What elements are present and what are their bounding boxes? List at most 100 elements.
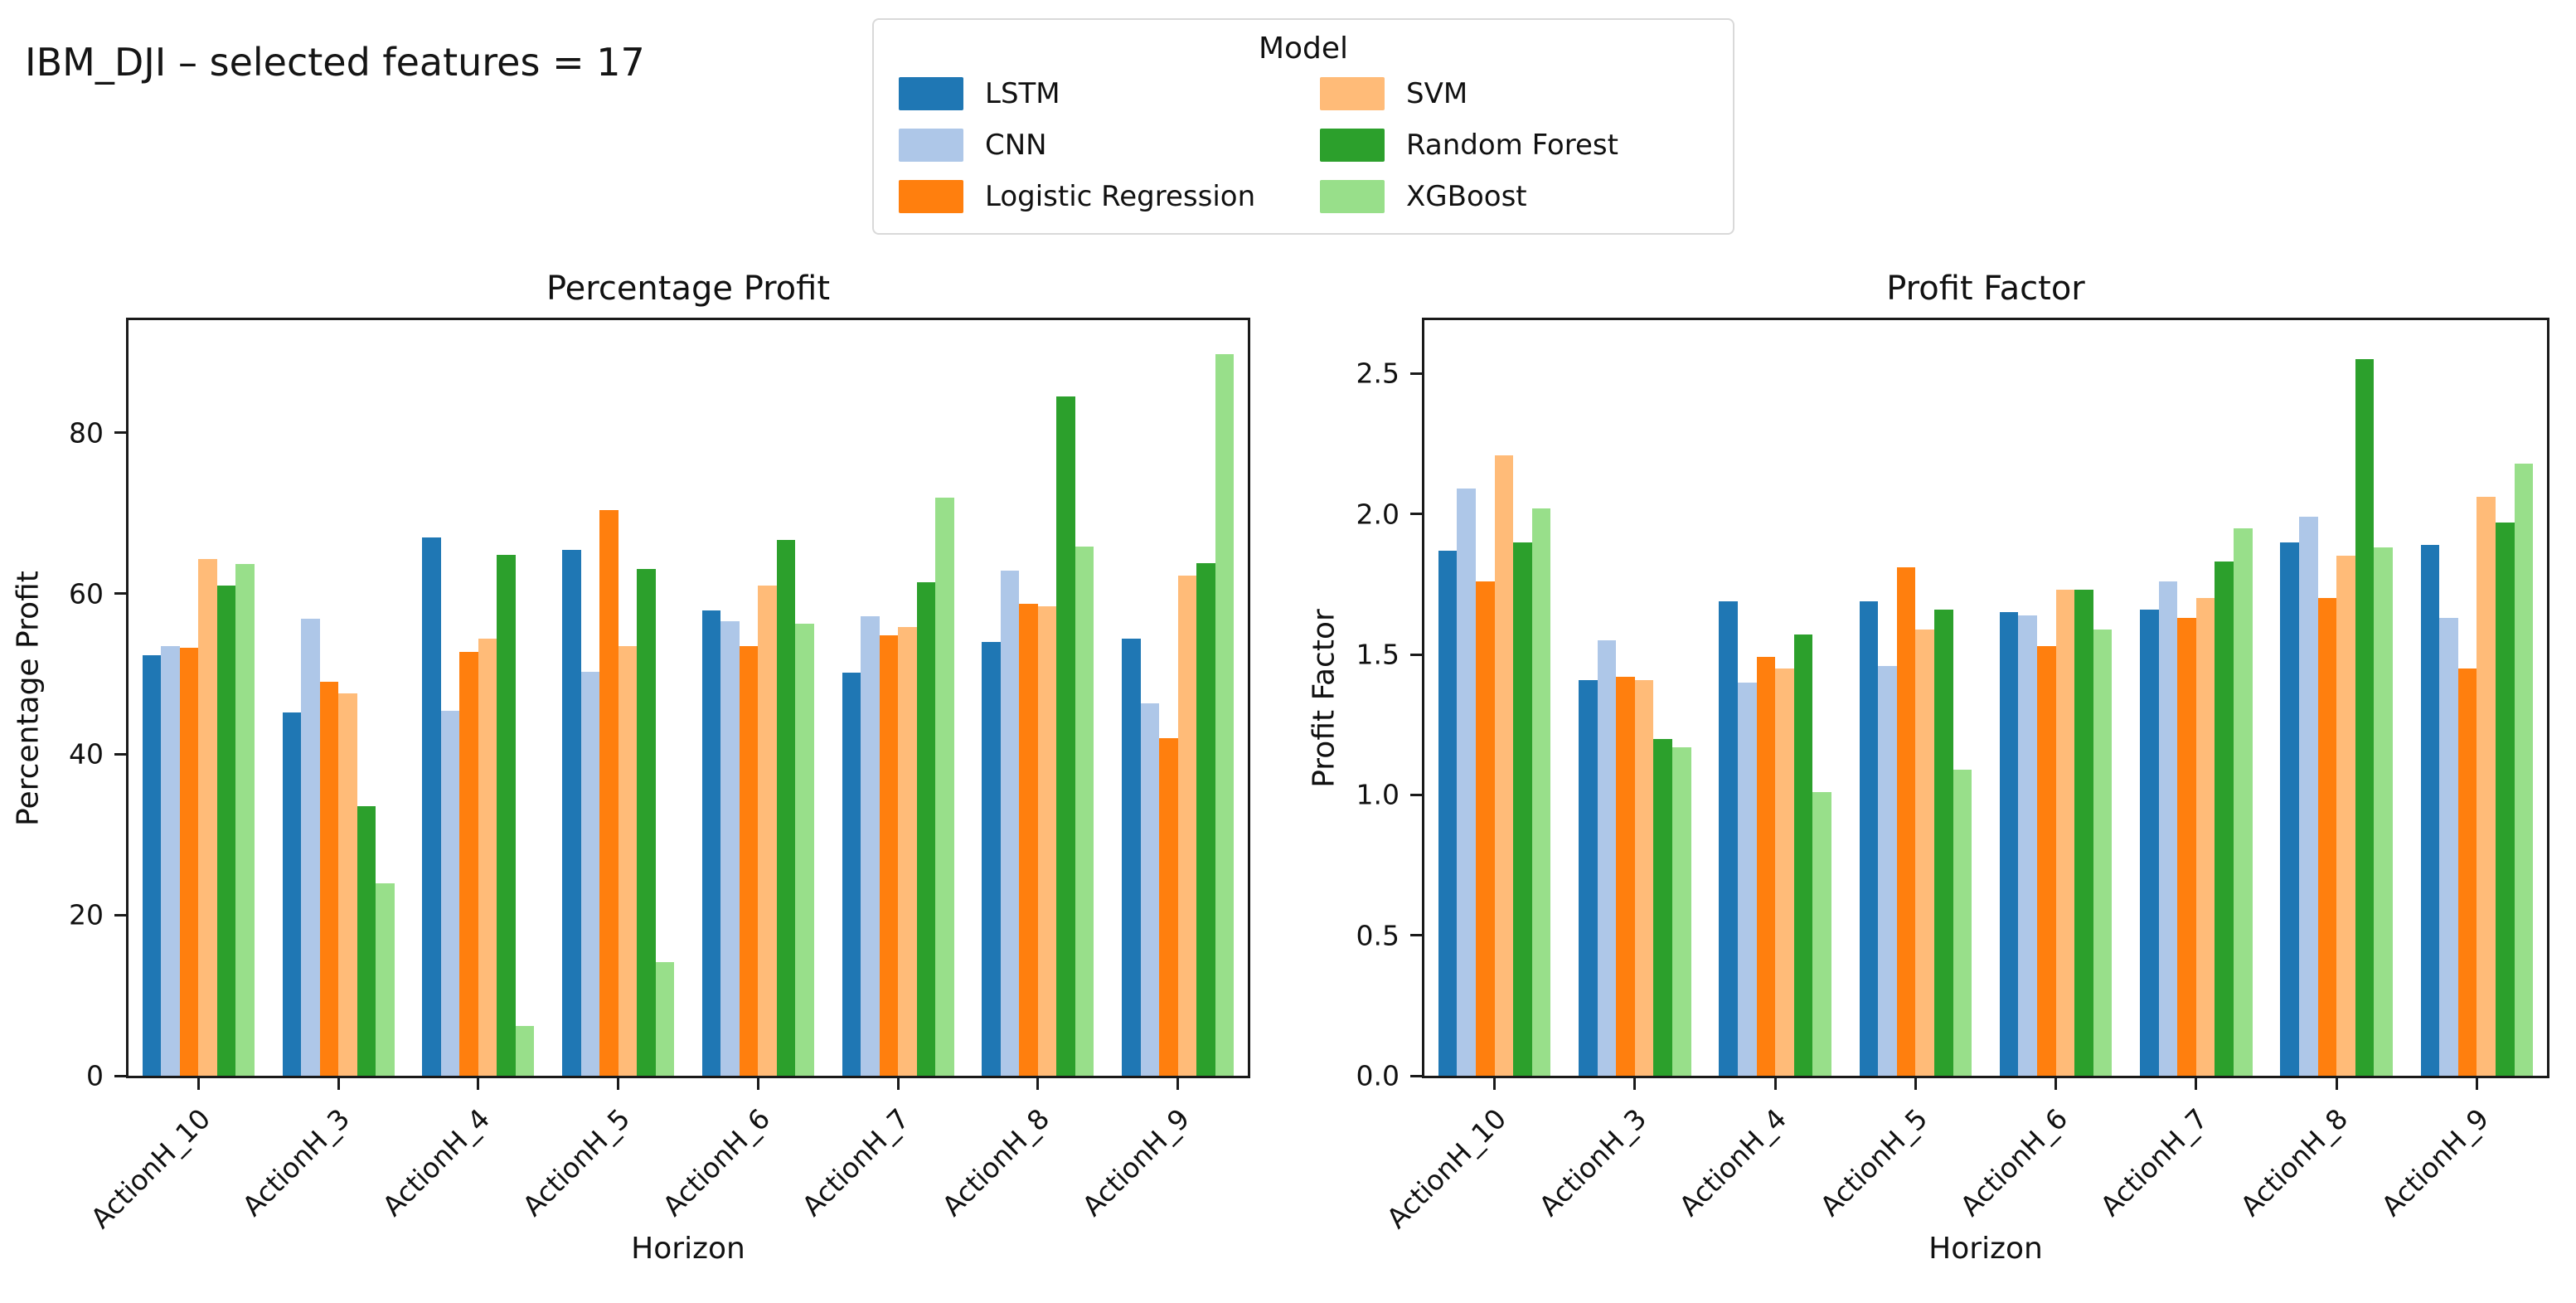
bar [319, 682, 339, 1076]
bar [2514, 463, 2534, 1076]
x-tick-label-text: ActionH_4 [1672, 1102, 1793, 1223]
bar [216, 585, 236, 1076]
y-tick-label: 60 [69, 577, 104, 610]
bar [795, 624, 814, 1076]
legend-grid: LSTM CNN Logistic Regression SVM Random Fore… [899, 77, 1708, 213]
bar [637, 569, 656, 1076]
bar [198, 558, 217, 1076]
bar [1756, 657, 1776, 1076]
y-tick-mark [1410, 934, 1422, 937]
bar [2374, 547, 2393, 1076]
y-tick-label: 0.0 [1356, 1059, 1400, 1092]
bar [1616, 677, 1635, 1076]
bar [1859, 600, 1879, 1076]
bar [758, 585, 777, 1076]
bar [497, 555, 516, 1076]
bar [2140, 609, 2159, 1076]
legend-item: XGBoost [1320, 180, 1708, 213]
bar [376, 883, 395, 1076]
x-tick-label-text: ActionH_9 [1075, 1102, 1196, 1223]
legend-label: CNN [985, 129, 1047, 162]
y-tick-mark [1410, 513, 1422, 516]
bar [142, 655, 162, 1076]
bar [776, 539, 796, 1076]
legend-item: Random Forest [1320, 129, 1708, 162]
bar [440, 711, 460, 1076]
bar [1579, 679, 1598, 1076]
bar [2074, 590, 2093, 1076]
bar [1653, 738, 1672, 1076]
bar [1215, 353, 1235, 1076]
y-tick-mark [114, 431, 126, 435]
x-tick-label-text: ActionH_8 [2234, 1102, 2355, 1223]
x-tick-label-text: ActionH_5 [1813, 1102, 1933, 1223]
bar [1878, 665, 1897, 1076]
x-tick-mark [2195, 1078, 2198, 1090]
bar [739, 645, 759, 1076]
bar [1056, 396, 1075, 1076]
bar [357, 806, 376, 1076]
bar [2280, 542, 2299, 1076]
legend-item: LSTM [899, 77, 1287, 110]
x-tick-mark [196, 1078, 200, 1090]
xgboost-swatch-icon [1320, 180, 1385, 213]
y-tick-label: 1.0 [1356, 778, 1400, 811]
y-tick-label: 40 [69, 737, 104, 771]
x-tick-label-text: ActionH_6 [1953, 1102, 2074, 1223]
x-axis-label: Horizon [1928, 1232, 2043, 1266]
bar [1159, 737, 1178, 1076]
y-tick-mark [114, 592, 126, 595]
bar [982, 641, 1001, 1076]
y-tick-label: 0 [86, 1059, 104, 1092]
bar [599, 509, 619, 1076]
bar [459, 652, 478, 1076]
y-tick-label: 80 [69, 416, 104, 450]
bar [562, 550, 581, 1076]
y-tick-mark [114, 752, 126, 756]
x-tick-mark [1633, 1078, 1637, 1090]
y-tick-label: 20 [69, 898, 104, 931]
bar [1513, 542, 1532, 1076]
x-tick-label-text: ActionH_10 [1380, 1102, 1513, 1235]
bar [1438, 550, 1458, 1076]
bar [618, 646, 638, 1076]
bar [2355, 359, 2375, 1076]
x-tick-mark [1914, 1078, 1917, 1090]
bar [2439, 617, 2458, 1076]
x-tick-label-text: ActionH_4 [376, 1102, 497, 1223]
legend-label: SVM [1406, 77, 1468, 110]
legend-label: LSTM [985, 77, 1060, 110]
bar [2336, 556, 2355, 1076]
bar [1634, 679, 1654, 1076]
logistic-regression-swatch-icon [899, 180, 963, 213]
bar [2215, 562, 2234, 1076]
x-tick-mark [2054, 1078, 2058, 1090]
y-tick-mark [114, 913, 126, 916]
bar [1775, 668, 1794, 1076]
y-tick-label: 1.5 [1356, 638, 1400, 671]
bar [2477, 497, 2496, 1076]
bar [2457, 668, 2477, 1076]
bar [338, 693, 357, 1076]
y-tick-mark [1410, 372, 1422, 375]
bar [2037, 645, 2056, 1076]
legend-title: Model [1258, 32, 1349, 66]
y-axis-label: Profit Factor [1307, 608, 1341, 788]
bar [282, 712, 302, 1076]
random-forest-swatch-icon [1320, 129, 1385, 162]
bar [1177, 576, 1197, 1076]
bar [655, 962, 675, 1076]
bar [1019, 604, 1038, 1076]
bar [580, 671, 600, 1076]
x-tick-mark [2475, 1078, 2478, 1090]
bar [1793, 634, 1813, 1076]
bar [916, 581, 936, 1076]
y-tick-mark [1410, 653, 1422, 656]
x-tick-mark [1773, 1078, 1777, 1090]
bar [1915, 629, 1934, 1076]
bar [422, 537, 441, 1076]
legend-label: Logistic Regression [985, 180, 1256, 213]
bar [301, 618, 320, 1076]
y-tick-label: 2.5 [1356, 357, 1400, 390]
